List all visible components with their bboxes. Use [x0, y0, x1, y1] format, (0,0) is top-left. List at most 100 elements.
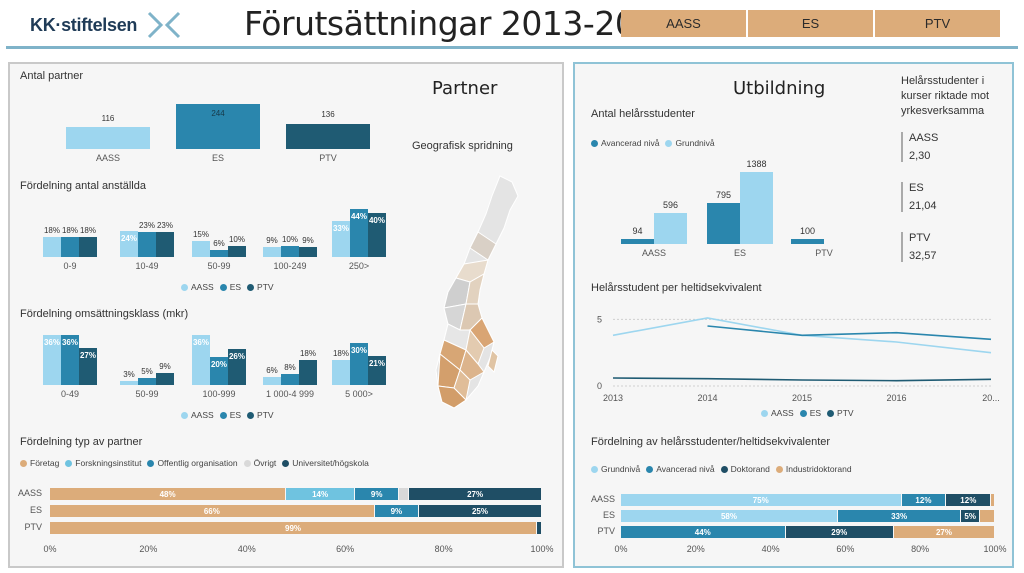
line-series-ptv [612, 377, 992, 382]
anst-chart-value-es: 6% [213, 239, 225, 249]
legend-dot-grund [591, 465, 598, 473]
sweden-map [435, 175, 519, 409]
oms-chart-value-es: 5% [141, 367, 153, 377]
oms-chart-bar-es [138, 378, 156, 385]
hst-value-avancerad: 795 [715, 189, 732, 200]
line-series-es [707, 325, 992, 341]
legend-dot-universitet [282, 459, 290, 467]
kpi-es-value: 21,04 [909, 200, 937, 212]
legend-universitet: Universitet/högskola [292, 458, 369, 468]
anst-chart-value-ptv: 40% [368, 216, 385, 226]
anst-chart-category: 50-99 [207, 261, 231, 271]
legend-offentlig: Offentlig organisation [157, 458, 238, 468]
legend-dot-aass [181, 283, 188, 291]
anst-chart-bar-ptv [368, 213, 386, 257]
anst-chart-value-es: 23% [138, 220, 155, 230]
hst-value-avancerad: 94 [632, 226, 643, 236]
dist-chart-row-label: ES [602, 510, 615, 520]
anst-chart-bar-ptv [299, 247, 317, 257]
dist-chart-axis-tick: 80% [911, 544, 930, 554]
typ-chart-segment: 14% [286, 488, 355, 500]
dist-chart-axis-tick: 0% [614, 544, 628, 554]
line-x-tick: 2013 [603, 393, 623, 403]
dist-chart-row-label: AASS [590, 494, 615, 504]
anst-chart-bar-aass [120, 230, 138, 257]
oms-chart-value-ptv: 21% [368, 358, 385, 368]
antal-ptv-value: 136 [321, 110, 335, 119]
typ-chart-row-label: ES [29, 505, 42, 515]
anst-chart-bar-es [210, 250, 228, 257]
dist-chart-segment: 75% [621, 494, 901, 506]
utbildning-panel: Utbildning Antal helårsstudenter Avancer… [573, 62, 1014, 568]
anst-chart-value-aass: 33% [332, 224, 349, 233]
tab-aass[interactable]: AASS [621, 10, 748, 37]
dist-chart-segment: 44% [621, 526, 785, 538]
legend-aass: AASS [191, 282, 214, 292]
hst-value-avancerad: 100 [799, 225, 816, 236]
legend-dot-ovrigt [243, 459, 251, 467]
hst-category: PTV [815, 248, 833, 258]
oms-chart-category: 0-49 [60, 389, 79, 399]
antal-aass-bar [66, 127, 150, 149]
oms-chart-bar-aass [43, 335, 61, 385]
anst-chart-bar-ptv [79, 237, 97, 257]
legend-ptv: PTV [257, 410, 274, 420]
anst-chart-value-aass: 24% [120, 233, 137, 243]
kpi-aass-name: AASS [909, 132, 939, 144]
line-x-tick: 2014 [697, 393, 717, 403]
antal-es-bar [176, 104, 260, 149]
hst-bar-grund [740, 172, 773, 244]
header-divider [6, 46, 1018, 49]
anst-chart-value-ptv: 18% [79, 226, 96, 236]
hst-category: ES [733, 248, 746, 258]
antal-ptv-bar [286, 124, 370, 149]
anst-chart-category: 100-249 [273, 261, 307, 271]
tab-bar: AASS ES PTV [621, 10, 1002, 37]
legend-dot-avancerad [646, 465, 654, 473]
dist-chart-segment [991, 494, 994, 506]
anst-chart-value-aass: 9% [266, 236, 278, 246]
legend-doktorand: Doktorand [730, 464, 770, 474]
typ-chart-axis-tick: 20% [139, 544, 158, 554]
typ-chart-axis-tick: 0% [43, 544, 57, 554]
oms-chart-value-ptv: 9% [159, 361, 171, 371]
dist-chart-axis-tick: 100% [983, 544, 1007, 554]
logo: KK·stiftelsen [30, 8, 183, 42]
line-x-tick: 2016 [886, 393, 906, 403]
oms-chart-value-aass: 3% [123, 369, 135, 379]
legend-dot-es [219, 283, 227, 291]
hst-bar-avancerad [621, 239, 654, 244]
dist-chart-segment: 33% [837, 510, 961, 522]
antal-es-label: ES [211, 153, 224, 163]
kpi-ptv: PTV 32,57 [901, 232, 937, 262]
legend-avancerad: Avancerad nivå [656, 464, 715, 474]
tab-ptv[interactable]: PTV [875, 10, 1002, 37]
dist-legend: Grundnivå Avancerad nivå Doktorand Indus… [585, 464, 852, 474]
typ-chart-axis-tick: 100% [530, 544, 554, 554]
typ-chart-segment: 9% [355, 488, 399, 500]
oms-chart-category: 5 000> [345, 389, 373, 399]
utbildning-heading: Utbildning [733, 78, 826, 99]
omsattning-label: Fördelning omsättningsklass (mkr) [20, 308, 189, 320]
kpi-title: Helårsstudenter i kurser riktade mot yrk… [901, 75, 990, 117]
legend-dot-offentlig [147, 459, 155, 467]
oms-chart-value-ptv: 18% [299, 349, 316, 358]
hst-bar-avancerad [707, 202, 740, 244]
anst-chart-value-es: 44% [350, 212, 367, 221]
antal-es-value: 244 [211, 109, 225, 118]
legend-foretag: Företag [30, 458, 60, 468]
dist-chart-axis-tick: 20% [686, 544, 705, 554]
oms-chart-bar-es [350, 343, 368, 385]
legend-ptv: PTV [837, 408, 854, 418]
anst-chart-bar-ptv [228, 246, 246, 257]
legend-aass: AASS [771, 408, 794, 418]
tab-es[interactable]: ES [748, 10, 875, 37]
legend-dot-es [219, 411, 227, 419]
anst-chart-value-es: 10% [281, 235, 298, 245]
oms-chart-bar-es [61, 335, 79, 385]
oms-chart-bar-aass [263, 376, 281, 385]
antal-partner-label: Antal partner [20, 70, 83, 82]
anst-chart-category: 250> [348, 261, 370, 271]
dist-label: Fördelning av helårsstudenter/heltidsekv… [591, 436, 831, 448]
typ-chart-axis-tick: 40% [237, 544, 256, 554]
